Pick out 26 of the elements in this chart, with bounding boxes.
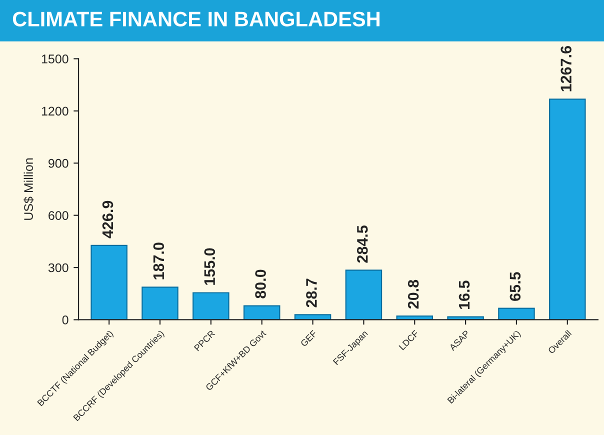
bar	[243, 305, 280, 320]
y-tick-label: 1500	[42, 54, 68, 64]
data-label: 80.0	[255, 270, 266, 298]
y-tick-label: 900	[48, 158, 68, 168]
y-tick-label: 600	[48, 211, 68, 220]
bar	[345, 270, 382, 320]
data-label: 426.9	[102, 200, 114, 238]
data-label: 1267.6	[560, 46, 572, 92]
y-tick-label: 300	[48, 263, 68, 272]
y-axis-title: US$ Million	[24, 158, 34, 220]
bar	[142, 286, 178, 320]
data-label: 28.7	[306, 278, 317, 308]
data-label: 20.8	[408, 280, 419, 309]
y-tick-label: 0	[62, 316, 68, 324]
bar	[549, 98, 586, 320]
chart-title: CLIMATE FINANCE IN BANGLADESH	[12, 12, 380, 26]
y-tick-label: 1200	[42, 106, 68, 116]
data-label: 187.0	[153, 242, 164, 280]
data-label: 155.0	[204, 248, 216, 285]
data-label: 16.5	[458, 280, 470, 309]
bar	[192, 292, 230, 320]
bar	[498, 308, 535, 320]
data-label: 65.5	[510, 272, 521, 301]
data-label: 284.5	[356, 225, 368, 263]
bar	[90, 244, 128, 320]
bar	[294, 314, 332, 320]
